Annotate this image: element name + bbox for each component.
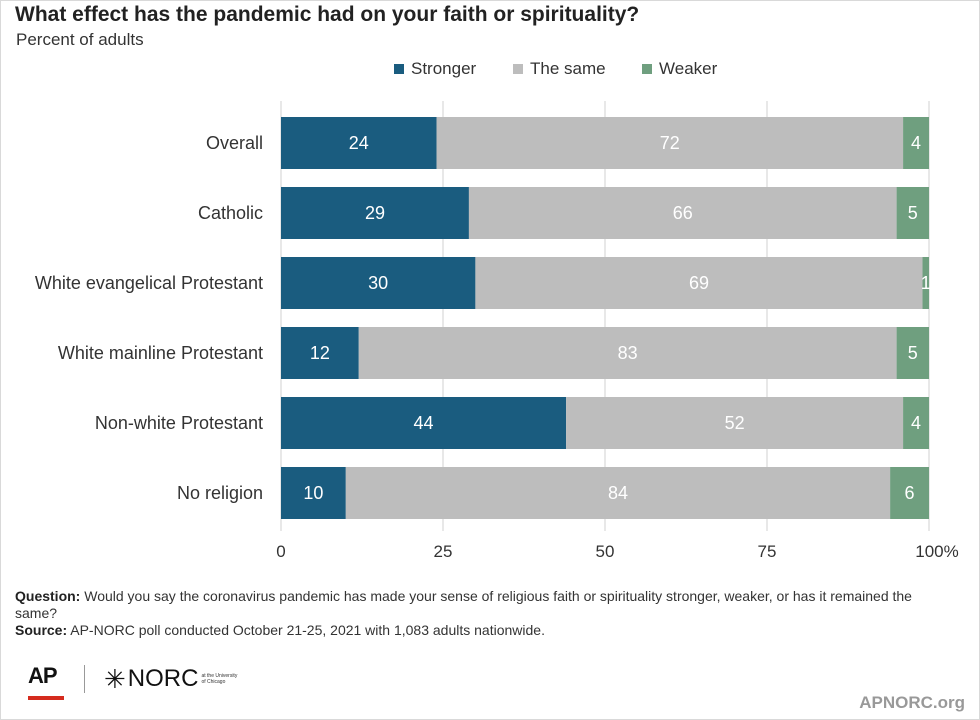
category-label: Catholic bbox=[198, 203, 263, 223]
legend-label-stronger: Stronger bbox=[411, 59, 477, 78]
stacked-bar-chart: 0 25 50 75 100% Overall 24 72 4 Catholic 29 66 5 Whit… bbox=[35, 101, 959, 561]
data-label: 83 bbox=[618, 343, 638, 363]
question-label: Question: bbox=[15, 588, 81, 604]
x-tick-label: 0 bbox=[276, 542, 285, 561]
legend-swatch-stronger bbox=[394, 64, 404, 74]
x-tick-label: 75 bbox=[758, 542, 777, 561]
category-label: Overall bbox=[206, 133, 263, 153]
data-label: 5 bbox=[908, 203, 918, 223]
data-label: 52 bbox=[725, 413, 745, 433]
bar-segment bbox=[896, 327, 929, 379]
ap-logo: AP bbox=[28, 663, 66, 701]
question-text: Would you say the coronavirus pandemic h… bbox=[15, 588, 912, 621]
data-label: 10 bbox=[303, 483, 323, 503]
logo-divider bbox=[84, 665, 85, 693]
footer-notes: Question: Would you say the coronavirus … bbox=[15, 588, 955, 639]
x-tick-label: 25 bbox=[434, 542, 453, 561]
norc-star-icon: ✳ bbox=[104, 664, 126, 694]
category-label: Non-white Protestant bbox=[95, 413, 263, 433]
norc-logo-subtext: at the University of Chicago bbox=[201, 673, 238, 685]
data-label: 84 bbox=[608, 483, 628, 503]
norc-logo: ✳ NORC at the University of Chicago bbox=[104, 665, 237, 693]
source-note: Source: AP-NORC poll conducted October 2… bbox=[15, 622, 955, 639]
bar-segment bbox=[566, 397, 904, 449]
bar-segment bbox=[896, 187, 929, 239]
data-label: 29 bbox=[365, 203, 385, 223]
bar-segment bbox=[345, 467, 891, 519]
bar-segment bbox=[281, 117, 437, 169]
x-tick-label: 50 bbox=[596, 542, 615, 561]
bar-segment bbox=[468, 187, 897, 239]
data-label: 69 bbox=[689, 273, 709, 293]
data-label: 5 bbox=[908, 343, 918, 363]
bar-segment bbox=[281, 327, 359, 379]
legend-item-weaker: Weaker bbox=[642, 59, 717, 79]
data-label: 30 bbox=[368, 273, 388, 293]
bar-segment bbox=[281, 257, 476, 309]
bar-segment bbox=[358, 327, 897, 379]
category-label: White evangelical Protestant bbox=[35, 273, 263, 293]
legend-swatch-same bbox=[513, 64, 523, 74]
data-label: 4 bbox=[911, 413, 921, 433]
x-tick-label: 100% bbox=[915, 542, 958, 561]
question-note: Question: Would you say the coronavirus … bbox=[15, 588, 955, 622]
bar-segment bbox=[281, 397, 567, 449]
bar-segment bbox=[922, 257, 929, 309]
bar-segment bbox=[890, 467, 929, 519]
data-label: 24 bbox=[349, 133, 369, 153]
data-label: 4 bbox=[911, 133, 921, 153]
data-label: 66 bbox=[673, 203, 693, 223]
legend-swatch-weaker bbox=[642, 64, 652, 74]
legend-label-same: The same bbox=[530, 59, 606, 78]
data-label: 6 bbox=[905, 483, 915, 503]
bar-segment bbox=[281, 187, 469, 239]
category-label: White mainline Protestant bbox=[58, 343, 263, 363]
bar-segment bbox=[903, 117, 929, 169]
chart-subtitle: Percent of adults bbox=[16, 30, 144, 49]
data-label: 44 bbox=[414, 413, 434, 433]
source-label: Source: bbox=[15, 622, 68, 638]
bar-segment bbox=[281, 467, 346, 519]
bar-segment bbox=[903, 397, 929, 449]
ap-logo-text: AP bbox=[28, 663, 58, 688]
category-label: No religion bbox=[177, 483, 263, 503]
chart-title: What effect has the pandemic had on your… bbox=[15, 3, 640, 26]
data-label: 72 bbox=[660, 133, 680, 153]
legend-item-same: The same bbox=[513, 59, 606, 79]
norc-logo-text: NORC bbox=[127, 665, 199, 692]
bar-segment bbox=[475, 257, 923, 309]
site-url: APNORC.org bbox=[859, 693, 965, 712]
ap-logo-bar bbox=[28, 696, 64, 700]
legend-label-weaker: Weaker bbox=[659, 59, 718, 78]
data-label: 1 bbox=[921, 273, 931, 293]
bar-segment bbox=[436, 117, 904, 169]
legend-item-stronger: Stronger bbox=[394, 59, 476, 79]
legend: Stronger The same Weaker bbox=[1, 59, 980, 81]
data-label: 12 bbox=[310, 343, 330, 363]
source-text: AP-NORC poll conducted October 21-25, 20… bbox=[70, 622, 545, 638]
